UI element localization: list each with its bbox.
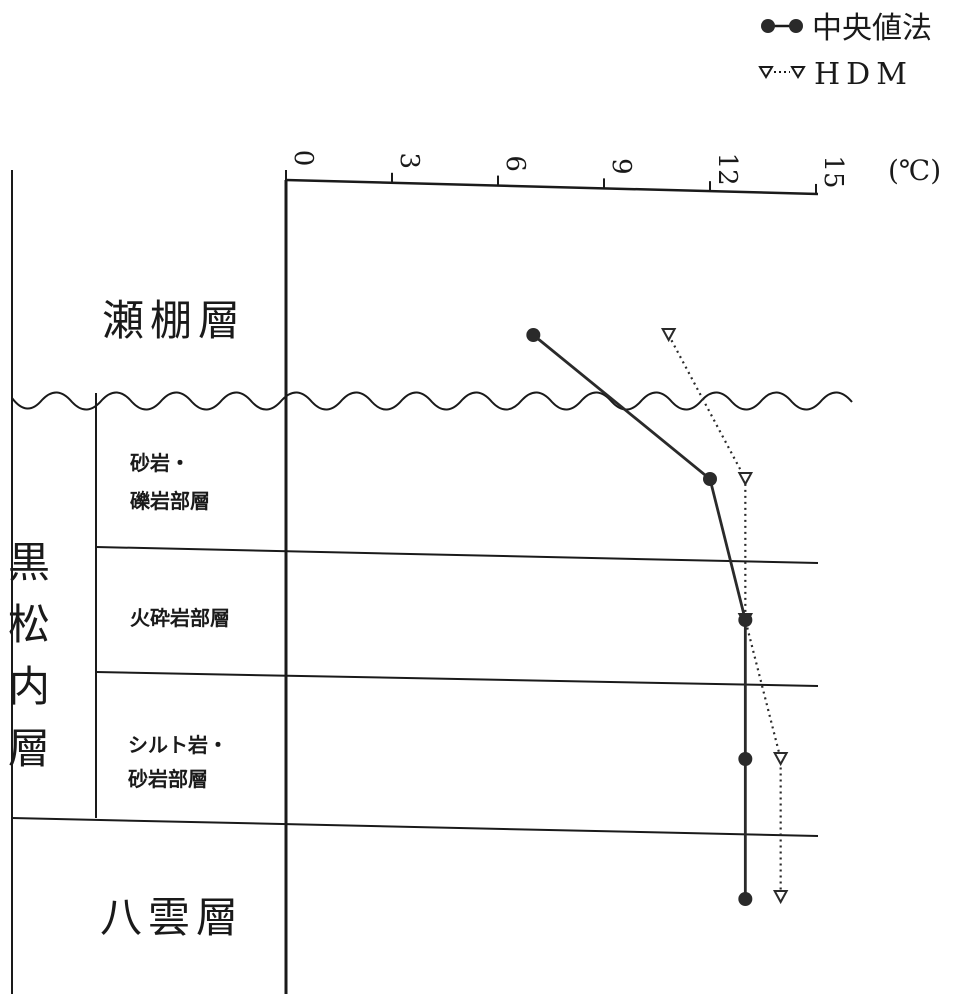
median-point	[526, 328, 541, 342]
median-point	[738, 892, 753, 906]
x-axis-line	[285, 178, 819, 196]
x-tick-label: 12	[712, 153, 742, 186]
legend-label-hdm: HDM	[814, 57, 913, 92]
legend-label-median: 中央値法	[812, 11, 932, 46]
legend: 中央値法 HDM	[758, 11, 932, 92]
unconformity-line	[11, 391, 853, 411]
median-point	[703, 472, 717, 486]
stratum-label-setana: 瀬棚層	[102, 296, 246, 345]
sub-label-sandstone-1: 砂岩・	[130, 451, 190, 475]
sub-label-siltstone-1: シルト岩・	[128, 733, 228, 757]
boundary-line	[11, 817, 819, 837]
x-tick-label: 9	[606, 158, 636, 175]
hdm-point	[772, 752, 789, 767]
boundary-line	[95, 546, 819, 564]
sub-label-siltstone-2: 砂岩部層	[128, 767, 208, 791]
sub-label-sandstone-2: 礫岩部層	[130, 489, 210, 513]
median-point	[738, 752, 753, 766]
median-point	[738, 613, 753, 627]
hdm-series-line	[667, 334, 782, 897]
x-tick-label: 6	[500, 155, 530, 172]
x-tick-label: 15	[818, 155, 848, 188]
x-tick-label: 0	[288, 150, 318, 167]
hdm-point	[737, 472, 754, 487]
x-tick-group: 0 3 6 9 12 15	[285, 150, 848, 194]
series-hdm	[660, 328, 789, 905]
hdm-point	[660, 328, 677, 343]
stratum-label-yakumo: 八雲層	[100, 893, 244, 942]
x-tick-label: 3	[394, 153, 424, 170]
series-median	[526, 328, 753, 906]
stratum-label-kuromatsunai: 黒松内層	[2, 540, 51, 788]
median-series-line	[532, 333, 747, 899]
hdm-point	[772, 890, 789, 905]
unit-label: (℃)	[888, 154, 941, 187]
legend-item-median: 中央値法	[761, 11, 932, 46]
sub-label-pyroclastic: 火砕岩部層	[130, 606, 230, 630]
legend-item-hdm: HDM	[758, 57, 913, 92]
boundary-line	[95, 671, 819, 687]
